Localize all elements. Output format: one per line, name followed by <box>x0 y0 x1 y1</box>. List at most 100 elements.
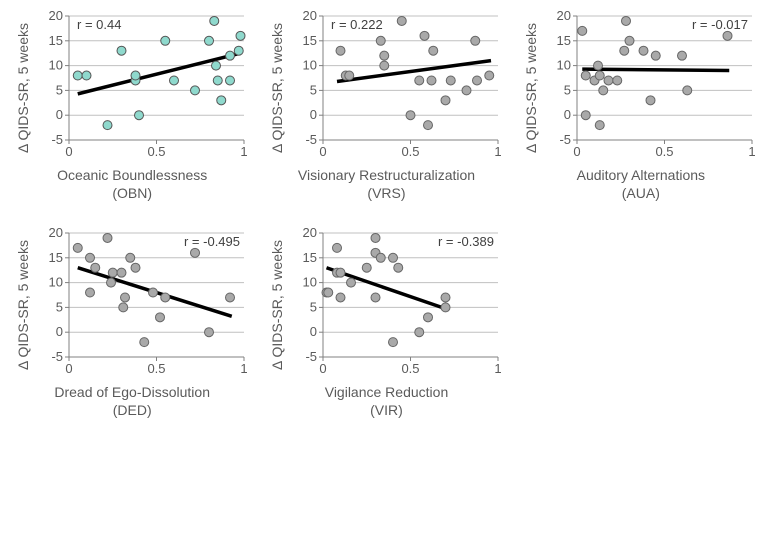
panel-aua: Δ QIDS-SR, 5 weeks-50510152000.51r = -0.… <box>519 10 763 202</box>
r-value-label: r = -0.495 <box>184 234 240 249</box>
svg-text:0: 0 <box>564 107 571 122</box>
panel-ded: Δ QIDS-SR, 5 weeks-50510152000.51r = -0.… <box>10 227 254 419</box>
svg-text:1: 1 <box>494 361 501 376</box>
svg-text:5: 5 <box>55 299 62 314</box>
data-point <box>336 293 345 302</box>
svg-text:0.5: 0.5 <box>147 361 165 376</box>
data-point <box>678 51 687 60</box>
data-point <box>613 76 622 85</box>
xlabel-line2: (DED) <box>113 402 152 418</box>
data-point <box>118 303 127 312</box>
data-point <box>134 111 143 120</box>
x-axis-label: Visionary Restructuralization(VRS) <box>298 167 475 202</box>
data-point <box>388 253 397 262</box>
data-point <box>683 86 692 95</box>
data-point <box>388 338 397 347</box>
data-point <box>336 268 345 277</box>
data-point <box>441 293 450 302</box>
svg-text:0.5: 0.5 <box>656 144 674 159</box>
data-point <box>332 243 341 252</box>
data-point <box>190 248 199 257</box>
data-point <box>225 76 234 85</box>
svg-text:0: 0 <box>574 144 581 159</box>
y-ticks: -505101520 <box>557 10 577 147</box>
xlabel-line1: Visionary Restructuralization <box>298 167 475 183</box>
data-point <box>423 313 432 322</box>
data-point <box>596 121 605 130</box>
data-point <box>625 36 634 45</box>
svg-text:15: 15 <box>303 250 317 265</box>
data-point <box>345 71 354 80</box>
svg-text:-5: -5 <box>305 349 317 364</box>
xlabel-line2: (VIR) <box>370 402 403 418</box>
data-point <box>190 86 199 95</box>
data-point <box>346 278 355 287</box>
data-point <box>441 96 450 105</box>
svg-text:20: 20 <box>48 227 62 240</box>
data-point <box>406 111 415 120</box>
data-point <box>594 61 603 70</box>
xlabel-line1: Dread of Ego-Dissolution <box>54 384 210 400</box>
svg-text:0: 0 <box>55 324 62 339</box>
svg-text:-5: -5 <box>51 132 63 147</box>
data-point <box>446 76 455 85</box>
data-point <box>441 303 450 312</box>
data-point <box>423 121 432 130</box>
svg-text:-5: -5 <box>560 132 572 147</box>
r-value-label: r = -0.017 <box>692 17 748 32</box>
data-point <box>324 288 333 297</box>
data-point <box>427 76 436 85</box>
svg-text:15: 15 <box>303 33 317 48</box>
svg-text:0: 0 <box>319 361 326 376</box>
svg-text:1: 1 <box>494 144 501 159</box>
data-point <box>415 76 424 85</box>
panel-obn: Δ QIDS-SR, 5 weeks-50510152000.51r = 0.4… <box>10 10 254 202</box>
svg-text:0: 0 <box>310 324 317 339</box>
data-point <box>117 46 126 55</box>
x-ticks: 00.51 <box>319 140 501 159</box>
data-point <box>415 328 424 337</box>
data-point <box>213 76 222 85</box>
svg-text:5: 5 <box>55 82 62 97</box>
data-point <box>155 313 164 322</box>
svg-text:10: 10 <box>303 275 317 290</box>
svg-text:20: 20 <box>303 10 317 23</box>
svg-text:0: 0 <box>319 144 326 159</box>
svg-text:-5: -5 <box>51 349 63 364</box>
r-value-label: r = 0.44 <box>77 17 121 32</box>
data-point <box>209 16 218 25</box>
data-point <box>139 338 148 347</box>
svg-text:20: 20 <box>48 10 62 23</box>
data-point <box>376 253 385 262</box>
scatter-plot-ded: -50510152000.51r = -0.495 <box>35 227 250 377</box>
y-axis-label: Δ QIDS-SR, 5 weeks <box>15 23 31 153</box>
plot-area: Δ QIDS-SR, 5 weeks-50510152000.51r = -0.… <box>523 10 758 165</box>
data-point <box>82 71 91 80</box>
xlabel-line2: (AUA) <box>622 185 660 201</box>
data-point <box>131 263 140 272</box>
data-point <box>90 263 99 272</box>
r-value-label: r = -0.389 <box>438 234 494 249</box>
plot-area: Δ QIDS-SR, 5 weeks-50510152000.51r = -0.… <box>269 227 504 382</box>
trend-line <box>583 69 730 70</box>
data-point <box>380 61 389 70</box>
svg-text:10: 10 <box>48 58 62 73</box>
data-point <box>420 31 429 40</box>
svg-text:0: 0 <box>65 144 72 159</box>
data-point <box>376 36 385 45</box>
plot-area: Δ QIDS-SR, 5 weeks-50510152000.51r = -0.… <box>15 227 250 382</box>
data-point <box>646 96 655 105</box>
xlabel-line1: Vigilance Reduction <box>325 384 449 400</box>
svg-text:5: 5 <box>310 82 317 97</box>
data-point <box>234 46 243 55</box>
svg-text:15: 15 <box>48 250 62 265</box>
y-axis-label: Δ QIDS-SR, 5 weeks <box>269 23 285 153</box>
xlabel-line1: Oceanic Boundlessness <box>57 167 207 183</box>
data-point <box>362 263 371 272</box>
x-ticks: 00.51 <box>65 140 247 159</box>
y-ticks: -505101520 <box>48 10 68 147</box>
svg-text:20: 20 <box>303 227 317 240</box>
data-points <box>578 16 732 129</box>
data-point <box>429 46 438 55</box>
data-point <box>120 293 129 302</box>
